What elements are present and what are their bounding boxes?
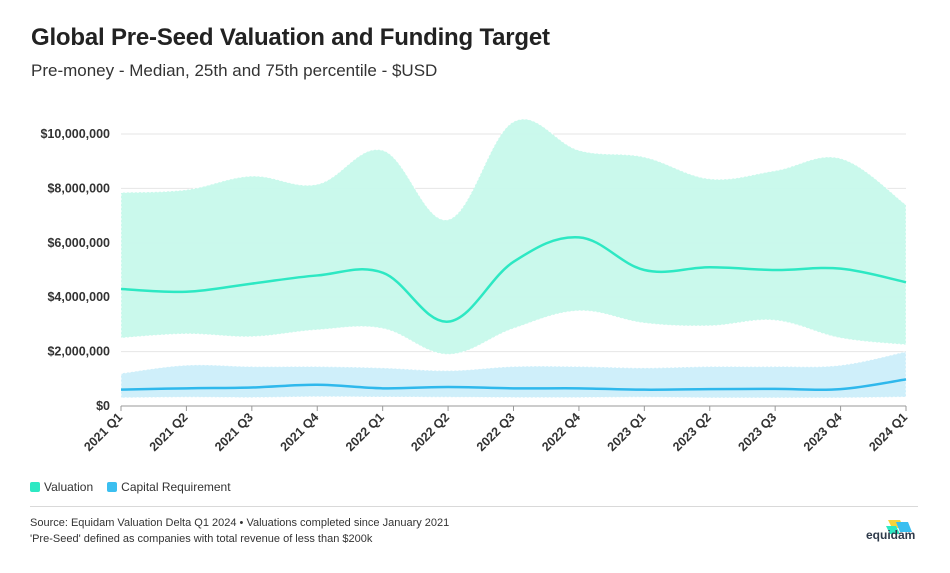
equidam-logo-icon <box>886 520 912 534</box>
y-tick-label: $0 <box>96 399 110 413</box>
x-tick-label: 2023 Q2 <box>670 410 714 454</box>
legend-item-valuation[interactable]: Valuation <box>30 480 93 494</box>
source-line-2: 'Pre-Seed' defined as companies with tot… <box>30 533 373 545</box>
x-tick-label: 2023 Q4 <box>801 410 845 454</box>
equidam-logo-text: equidam <box>866 528 916 542</box>
chart-area: $0 $2,000,000 $4,000,000 $6,000,000 $8,000,0… <box>40 118 910 454</box>
y-tick-label: $2,000,000 <box>47 345 110 359</box>
legend-label-valuation: Valuation <box>44 480 94 494</box>
x-tick-label: 2021 Q4 <box>278 410 322 454</box>
legend-swatch-capital-requirement <box>107 482 118 492</box>
band-capital-requirement-p25-p75 <box>120 350 907 399</box>
source-note: Source: Equidam Valuation Delta Q1 2024 … <box>30 515 449 547</box>
y-tick-label: $10,000,000 <box>40 127 110 141</box>
x-tick-label: 2021 Q2 <box>147 410 191 454</box>
x-tick-label: 2022 Q4 <box>539 410 583 454</box>
x-tick-label: 2021 Q1 <box>81 410 125 454</box>
source-line-1: Source: Equidam Valuation Delta Q1 2024 … <box>30 517 450 529</box>
x-tick-label: 2022 Q2 <box>408 410 452 454</box>
legend-label-capital-requirement: Capital Requirement <box>121 480 231 494</box>
x-tick-label: 2022 Q1 <box>343 410 387 454</box>
x-tick-label: 2021 Q3 <box>212 410 256 454</box>
x-tick-label: 2022 Q3 <box>474 410 518 454</box>
y-tick-label: $6,000,000 <box>47 236 110 250</box>
legend-item-capital-requirement[interactable]: Capital Requirement <box>107 480 231 494</box>
chart-title: Global Pre-Seed Valuation and Funding Ta… <box>31 24 550 51</box>
footer-divider <box>30 506 918 507</box>
band-valuation-p25-p75 <box>120 118 907 355</box>
x-tick-label: 2024 Q1 <box>866 410 910 454</box>
chart-legend: Valuation Capital Requirement <box>30 480 231 494</box>
chart-subtitle: Pre-money - Median, 25th and 75th percen… <box>31 61 438 80</box>
y-tick-label: $8,000,000 <box>47 181 110 195</box>
legend-swatch-valuation <box>30 482 40 492</box>
x-tick-label: 2023 Q1 <box>605 410 649 454</box>
y-tick-label: $4,000,000 <box>47 290 110 304</box>
x-tick-label: 2023 Q3 <box>735 410 779 454</box>
